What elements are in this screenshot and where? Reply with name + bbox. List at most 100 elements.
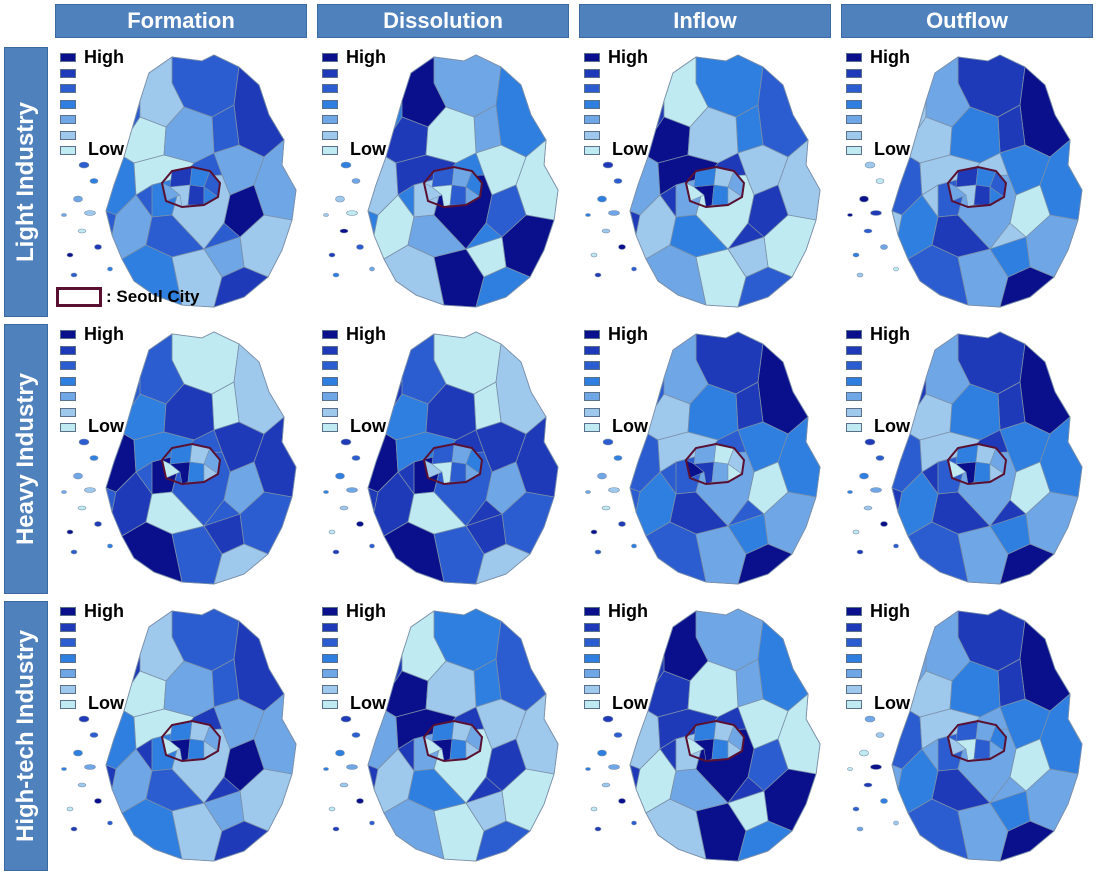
region bbox=[727, 236, 769, 278]
legend-swatch bbox=[60, 622, 76, 632]
legend-swatch bbox=[322, 53, 338, 62]
seoul-city-outline bbox=[160, 442, 222, 486]
island bbox=[323, 767, 329, 771]
island bbox=[590, 806, 598, 812]
island bbox=[339, 228, 349, 234]
legend-high-label: High bbox=[346, 601, 386, 621]
island bbox=[590, 529, 598, 535]
island bbox=[107, 266, 113, 272]
choropleth-map bbox=[61, 608, 297, 862]
seoul-district bbox=[711, 461, 729, 483]
island bbox=[863, 228, 873, 234]
island bbox=[597, 749, 607, 757]
region bbox=[757, 343, 809, 435]
region bbox=[495, 66, 547, 158]
island bbox=[864, 161, 876, 169]
island bbox=[369, 266, 375, 272]
legend-swatch bbox=[846, 638, 862, 647]
island bbox=[608, 210, 620, 216]
legend-high-label: High bbox=[84, 324, 124, 344]
island bbox=[856, 549, 864, 555]
legend-swatch bbox=[584, 345, 600, 355]
map-panel-high-tech-industry-inflow: High Low bbox=[578, 599, 832, 873]
legend-high-label: High bbox=[870, 324, 910, 344]
legend-swatch bbox=[846, 345, 862, 355]
island bbox=[73, 749, 83, 757]
seoul-city-outline bbox=[684, 165, 746, 209]
island bbox=[66, 529, 74, 535]
column-header-inflow: Inflow bbox=[579, 4, 831, 38]
seoul-district bbox=[187, 461, 205, 483]
island bbox=[863, 505, 873, 511]
choropleth-map bbox=[323, 331, 559, 585]
island bbox=[89, 178, 99, 184]
island bbox=[618, 521, 626, 527]
legend-swatch bbox=[846, 146, 862, 155]
island bbox=[335, 749, 345, 757]
legend-swatch bbox=[322, 376, 338, 386]
column-header-formation: Formation bbox=[55, 4, 307, 38]
island bbox=[597, 195, 607, 203]
legend-swatch bbox=[846, 130, 862, 140]
seoul-district bbox=[973, 184, 991, 206]
legend-swatch bbox=[846, 115, 862, 124]
island bbox=[602, 161, 614, 169]
island bbox=[89, 455, 99, 461]
legend-swatch bbox=[846, 84, 862, 93]
island bbox=[613, 178, 623, 184]
legend-swatch bbox=[322, 700, 338, 709]
legend-high-label: High bbox=[84, 47, 124, 67]
region bbox=[495, 343, 547, 435]
map-panel-heavy-industry-inflow: High Low bbox=[578, 322, 832, 596]
island bbox=[356, 798, 364, 804]
legend-swatch bbox=[60, 115, 76, 124]
island bbox=[323, 213, 329, 217]
legend-low-label: Low bbox=[88, 139, 124, 159]
region bbox=[989, 790, 1031, 832]
island bbox=[339, 782, 349, 788]
legend-high-label: High bbox=[870, 47, 910, 67]
region bbox=[1019, 620, 1071, 712]
seoul-city-key: : Seoul City bbox=[56, 287, 200, 307]
island bbox=[70, 826, 78, 832]
island bbox=[107, 820, 113, 826]
legend-swatch bbox=[584, 84, 600, 93]
choropleth-map bbox=[585, 331, 821, 585]
island bbox=[594, 272, 602, 278]
legend-low-label: Low bbox=[874, 416, 910, 436]
legend-swatch bbox=[584, 330, 600, 339]
seoul-city-outline bbox=[160, 719, 222, 763]
legend-swatch bbox=[322, 115, 338, 124]
legend-swatch bbox=[60, 669, 76, 678]
legend-swatch bbox=[60, 700, 76, 709]
row-header-1: Heavy Industry bbox=[4, 324, 48, 594]
island bbox=[875, 178, 885, 184]
region bbox=[1019, 343, 1071, 435]
island bbox=[78, 438, 90, 446]
island bbox=[94, 244, 102, 250]
legend-swatch bbox=[60, 345, 76, 355]
legend-swatch bbox=[322, 622, 338, 632]
legend-swatch bbox=[322, 130, 338, 140]
seoul-city-outline bbox=[422, 165, 484, 209]
island bbox=[852, 252, 860, 258]
seoul-city-outline bbox=[684, 719, 746, 763]
map-panel-high-tech-industry-dissolution: High Low bbox=[316, 599, 570, 873]
island bbox=[328, 806, 336, 812]
island bbox=[631, 543, 637, 549]
legend-swatch bbox=[322, 68, 338, 78]
row-header-0: Light Industry bbox=[4, 47, 48, 317]
island bbox=[78, 715, 90, 723]
seoul-city-outline bbox=[422, 719, 484, 763]
island bbox=[880, 798, 888, 804]
island bbox=[89, 732, 99, 738]
legend-swatch bbox=[60, 68, 76, 78]
island bbox=[66, 252, 74, 258]
choropleth-map bbox=[323, 608, 559, 862]
legend-low-label: Low bbox=[612, 139, 648, 159]
map-panel-high-tech-industry-formation: High Low bbox=[54, 599, 308, 873]
seoul-district bbox=[973, 461, 991, 483]
legend-swatch bbox=[846, 700, 862, 709]
seoul-district bbox=[711, 738, 729, 760]
legend-swatch bbox=[60, 638, 76, 647]
